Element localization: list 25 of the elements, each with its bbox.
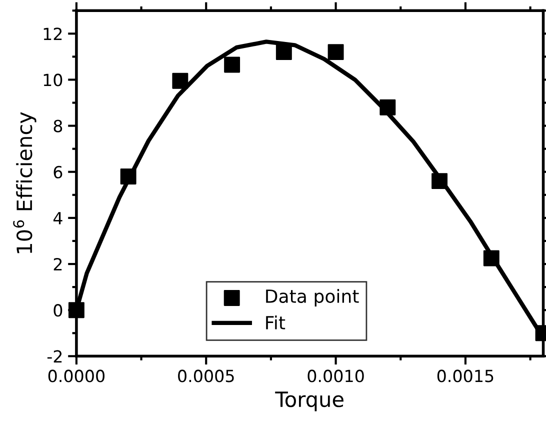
x-tick-label: 0.0010	[308, 370, 364, 382]
y-tick-label: 8	[54, 120, 62, 132]
y-tick-label: 0	[54, 304, 62, 317]
point	[68, 302, 84, 318]
x-tick-label: 0.0005	[178, 370, 234, 382]
y-tick-label: 2	[54, 258, 62, 270]
y-tick-label: 10	[44, 74, 62, 86]
point	[328, 44, 344, 60]
legend-label: Data point	[266, 289, 359, 306]
y-tick-label: 12	[44, 28, 62, 40]
point	[276, 44, 292, 60]
point	[120, 168, 136, 184]
y-tick-label: -2	[47, 350, 62, 362]
point	[380, 99, 396, 116]
point	[432, 173, 448, 190]
x-tick-label: 0.0015	[437, 370, 494, 382]
point	[224, 56, 240, 73]
point	[172, 72, 188, 89]
x-tick-label: 0.0000	[48, 370, 104, 382]
y-axis-title: 10$^{6}$ Efficiency	[13, 112, 36, 254]
y-tick-label: 6	[54, 166, 62, 178]
point	[483, 250, 500, 266]
x-axis-title: Torque	[275, 392, 344, 412]
y-tick-label: 4	[53, 212, 62, 224]
legend-label: Fit	[266, 316, 286, 330]
